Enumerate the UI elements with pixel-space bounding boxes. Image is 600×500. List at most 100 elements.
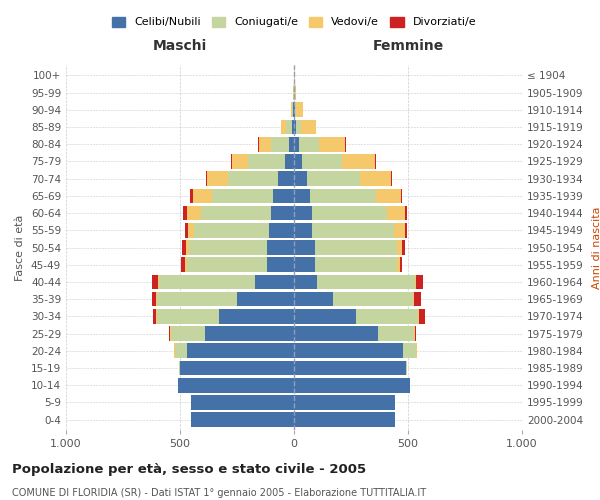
Bar bbox=[294, 412, 395, 427]
Bar bbox=[206, 172, 208, 186]
Bar bbox=[295, 102, 296, 117]
Bar bbox=[379, 326, 414, 341]
Bar bbox=[185, 258, 187, 272]
Bar bbox=[255, 274, 294, 289]
Bar bbox=[158, 274, 160, 289]
Bar bbox=[397, 258, 400, 272]
Bar bbox=[403, 344, 416, 358]
Bar bbox=[259, 137, 271, 152]
Bar bbox=[414, 292, 421, 306]
Bar bbox=[191, 412, 294, 427]
Bar bbox=[184, 206, 187, 220]
Bar bbox=[360, 172, 391, 186]
Bar bbox=[310, 188, 376, 203]
Bar bbox=[257, 137, 259, 152]
Bar bbox=[290, 102, 292, 117]
Bar bbox=[294, 154, 302, 168]
Bar bbox=[180, 360, 294, 376]
Bar bbox=[188, 223, 194, 238]
Bar bbox=[292, 102, 293, 117]
Bar bbox=[293, 102, 294, 117]
Bar bbox=[314, 258, 397, 272]
Bar bbox=[179, 360, 180, 376]
Bar bbox=[406, 360, 407, 376]
Bar bbox=[317, 274, 415, 289]
Bar bbox=[388, 206, 404, 220]
Bar bbox=[285, 154, 294, 168]
Bar bbox=[319, 137, 346, 152]
Bar bbox=[212, 188, 274, 203]
Bar bbox=[269, 223, 294, 238]
Bar bbox=[205, 326, 294, 341]
Bar bbox=[403, 240, 404, 255]
Bar bbox=[187, 258, 266, 272]
Bar bbox=[186, 240, 189, 255]
Bar bbox=[208, 172, 228, 186]
Bar bbox=[418, 309, 419, 324]
Text: COMUNE DI FLORIDIA (SR) - Dati ISTAT 1° gennaio 2005 - Elaborazione TUTTITALIA.I: COMUNE DI FLORIDIA (SR) - Dati ISTAT 1° … bbox=[12, 488, 426, 498]
Bar bbox=[151, 274, 158, 289]
Bar bbox=[416, 344, 417, 358]
Bar bbox=[294, 326, 379, 341]
Bar bbox=[391, 172, 392, 186]
Y-axis label: Fasce di età: Fasce di età bbox=[16, 214, 25, 280]
Bar bbox=[193, 188, 212, 203]
Bar bbox=[301, 120, 316, 134]
Bar bbox=[294, 137, 299, 152]
Bar bbox=[397, 240, 403, 255]
Text: Popolazione per età, sesso e stato civile - 2005: Popolazione per età, sesso e stato civil… bbox=[12, 462, 366, 475]
Bar bbox=[237, 292, 294, 306]
Bar bbox=[376, 188, 401, 203]
Bar bbox=[278, 172, 294, 186]
Bar bbox=[181, 258, 185, 272]
Bar bbox=[295, 85, 296, 100]
Bar bbox=[189, 240, 266, 255]
Bar bbox=[400, 258, 402, 272]
Bar bbox=[191, 395, 294, 410]
Bar bbox=[289, 137, 294, 152]
Bar bbox=[294, 378, 410, 392]
Bar bbox=[314, 240, 397, 255]
Bar bbox=[356, 309, 418, 324]
Text: Femmine: Femmine bbox=[373, 39, 443, 53]
Bar bbox=[152, 309, 156, 324]
Bar bbox=[170, 326, 171, 341]
Bar bbox=[415, 274, 416, 289]
Bar bbox=[228, 172, 278, 186]
Bar bbox=[401, 188, 403, 203]
Bar bbox=[294, 258, 314, 272]
Bar bbox=[419, 309, 425, 324]
Bar bbox=[169, 326, 170, 341]
Bar bbox=[187, 344, 294, 358]
Bar bbox=[375, 154, 376, 168]
Bar bbox=[200, 206, 271, 220]
Bar bbox=[342, 154, 375, 168]
Bar bbox=[271, 206, 294, 220]
Bar bbox=[415, 326, 416, 341]
Bar bbox=[294, 240, 314, 255]
Bar bbox=[271, 137, 289, 152]
Bar bbox=[312, 206, 388, 220]
Bar bbox=[171, 326, 205, 341]
Bar bbox=[414, 326, 415, 341]
Bar bbox=[296, 102, 303, 117]
Bar bbox=[299, 137, 319, 152]
Bar bbox=[307, 172, 360, 186]
Bar bbox=[286, 120, 292, 134]
Bar bbox=[333, 292, 413, 306]
Bar bbox=[296, 120, 301, 134]
Bar bbox=[266, 258, 294, 272]
Bar bbox=[281, 120, 286, 134]
Bar bbox=[294, 172, 307, 186]
Bar bbox=[294, 206, 312, 220]
Bar bbox=[156, 292, 157, 306]
Bar bbox=[219, 309, 294, 324]
Bar bbox=[294, 292, 333, 306]
Bar bbox=[404, 223, 407, 238]
Bar bbox=[294, 360, 406, 376]
Bar bbox=[404, 206, 407, 220]
Bar bbox=[413, 292, 414, 306]
Bar bbox=[294, 120, 296, 134]
Bar bbox=[294, 395, 395, 410]
Bar bbox=[248, 154, 285, 168]
